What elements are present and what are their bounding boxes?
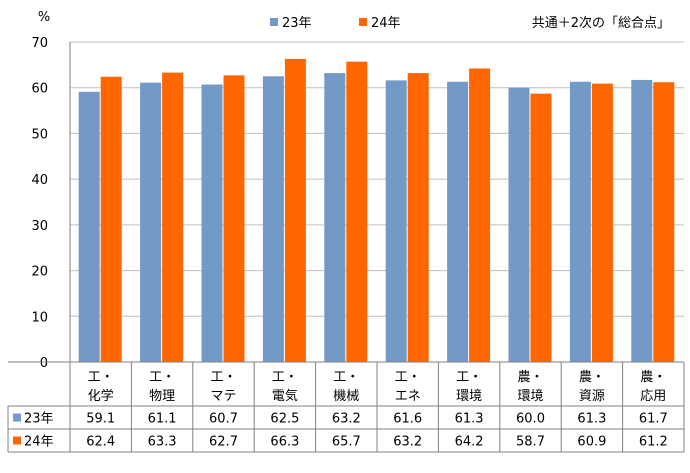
bar-series1 bbox=[447, 81, 469, 363]
data-label: 58.7 bbox=[516, 435, 545, 450]
data-label: 61.3 bbox=[577, 412, 606, 427]
data-label: 63.2 bbox=[332, 412, 361, 427]
x-tick-label: 工・ bbox=[395, 370, 421, 385]
bar-series1 bbox=[201, 84, 223, 362]
x-tick-label: 化学 bbox=[88, 388, 114, 404]
x-tick-label: 農・ bbox=[579, 370, 605, 385]
y-unit-label: % bbox=[38, 10, 50, 25]
y-tick-label: 0 bbox=[40, 356, 48, 371]
bar-series1 bbox=[140, 82, 162, 362]
table-series-name: 23年 bbox=[24, 412, 54, 427]
data-label: 60.7 bbox=[209, 412, 238, 427]
table-legend-key bbox=[13, 413, 21, 422]
data-label: 61.3 bbox=[455, 412, 484, 427]
y-tick-label: 30 bbox=[31, 219, 48, 234]
bar-series2 bbox=[223, 75, 245, 362]
data-label: 62.7 bbox=[209, 435, 238, 450]
bar-series1 bbox=[262, 76, 284, 363]
table-series-name: 24年 bbox=[24, 435, 54, 450]
legend-key bbox=[359, 18, 367, 26]
x-tick-label: 電気 bbox=[272, 388, 298, 404]
data-label: 61.1 bbox=[148, 412, 177, 427]
chart-note: 共通＋2次の「総合点」 bbox=[532, 15, 670, 31]
x-tick-label: 工・ bbox=[333, 370, 359, 385]
x-tick-label: 機械 bbox=[333, 389, 359, 404]
bar-series1 bbox=[324, 73, 346, 362]
bar-series2 bbox=[591, 83, 613, 362]
bar-series1 bbox=[78, 91, 100, 362]
x-tick-label: 工・ bbox=[210, 370, 236, 385]
data-label: 61.2 bbox=[639, 435, 668, 450]
y-tick-label: 10 bbox=[31, 310, 48, 325]
y-tick-label: 20 bbox=[31, 265, 48, 280]
bar-series2 bbox=[530, 93, 552, 363]
data-label: 60.9 bbox=[577, 435, 606, 450]
bar-series2 bbox=[407, 73, 429, 362]
data-label: 66.3 bbox=[270, 435, 299, 450]
bar-series2 bbox=[346, 61, 368, 363]
data-label: 63.3 bbox=[148, 435, 177, 450]
table-legend-key bbox=[13, 436, 21, 445]
y-tick-label: 40 bbox=[31, 173, 48, 188]
x-tick-label: 農・ bbox=[517, 370, 543, 385]
legend-key bbox=[270, 18, 278, 26]
bar-series2 bbox=[469, 68, 491, 362]
legend-label: 23年 bbox=[282, 16, 312, 31]
x-tick-label: 環境 bbox=[517, 389, 543, 404]
data-label: 64.2 bbox=[455, 435, 484, 450]
bar-series1 bbox=[385, 80, 407, 363]
x-tick-label: 資源 bbox=[579, 389, 605, 404]
y-tick-label: 50 bbox=[31, 127, 48, 142]
bar-series2 bbox=[653, 82, 675, 362]
data-label: 61.6 bbox=[393, 412, 422, 427]
bar-series2 bbox=[284, 58, 306, 363]
data-label: 61.7 bbox=[639, 412, 668, 427]
x-tick-label: 農・ bbox=[640, 370, 666, 385]
x-tick-label: 環境 bbox=[456, 389, 482, 404]
x-tick-label: 応用 bbox=[640, 389, 666, 404]
data-label: 62.4 bbox=[86, 435, 115, 450]
legend-label: 24年 bbox=[371, 16, 401, 31]
data-label: 65.7 bbox=[332, 435, 361, 450]
bar-series1 bbox=[508, 87, 530, 362]
x-tick-label: エネ bbox=[395, 389, 421, 404]
x-tick-label: 物理 bbox=[149, 389, 175, 404]
bar-series2 bbox=[162, 72, 184, 362]
bar-series1 bbox=[569, 81, 591, 363]
x-tick-label: マテ bbox=[210, 389, 236, 404]
bar-series1 bbox=[631, 79, 653, 362]
data-label: 62.5 bbox=[270, 412, 299, 427]
x-tick-label: 工・ bbox=[272, 370, 298, 385]
data-label: 59.1 bbox=[86, 412, 115, 427]
y-tick-label: 70 bbox=[31, 36, 48, 51]
x-tick-label: 工・ bbox=[88, 370, 114, 385]
y-tick-label: 60 bbox=[31, 82, 48, 97]
data-label: 60.0 bbox=[516, 412, 545, 427]
data-label: 63.2 bbox=[393, 435, 422, 450]
bar-series2 bbox=[100, 76, 122, 362]
x-tick-label: 工・ bbox=[149, 370, 175, 385]
x-tick-label: 工・ bbox=[456, 370, 482, 385]
